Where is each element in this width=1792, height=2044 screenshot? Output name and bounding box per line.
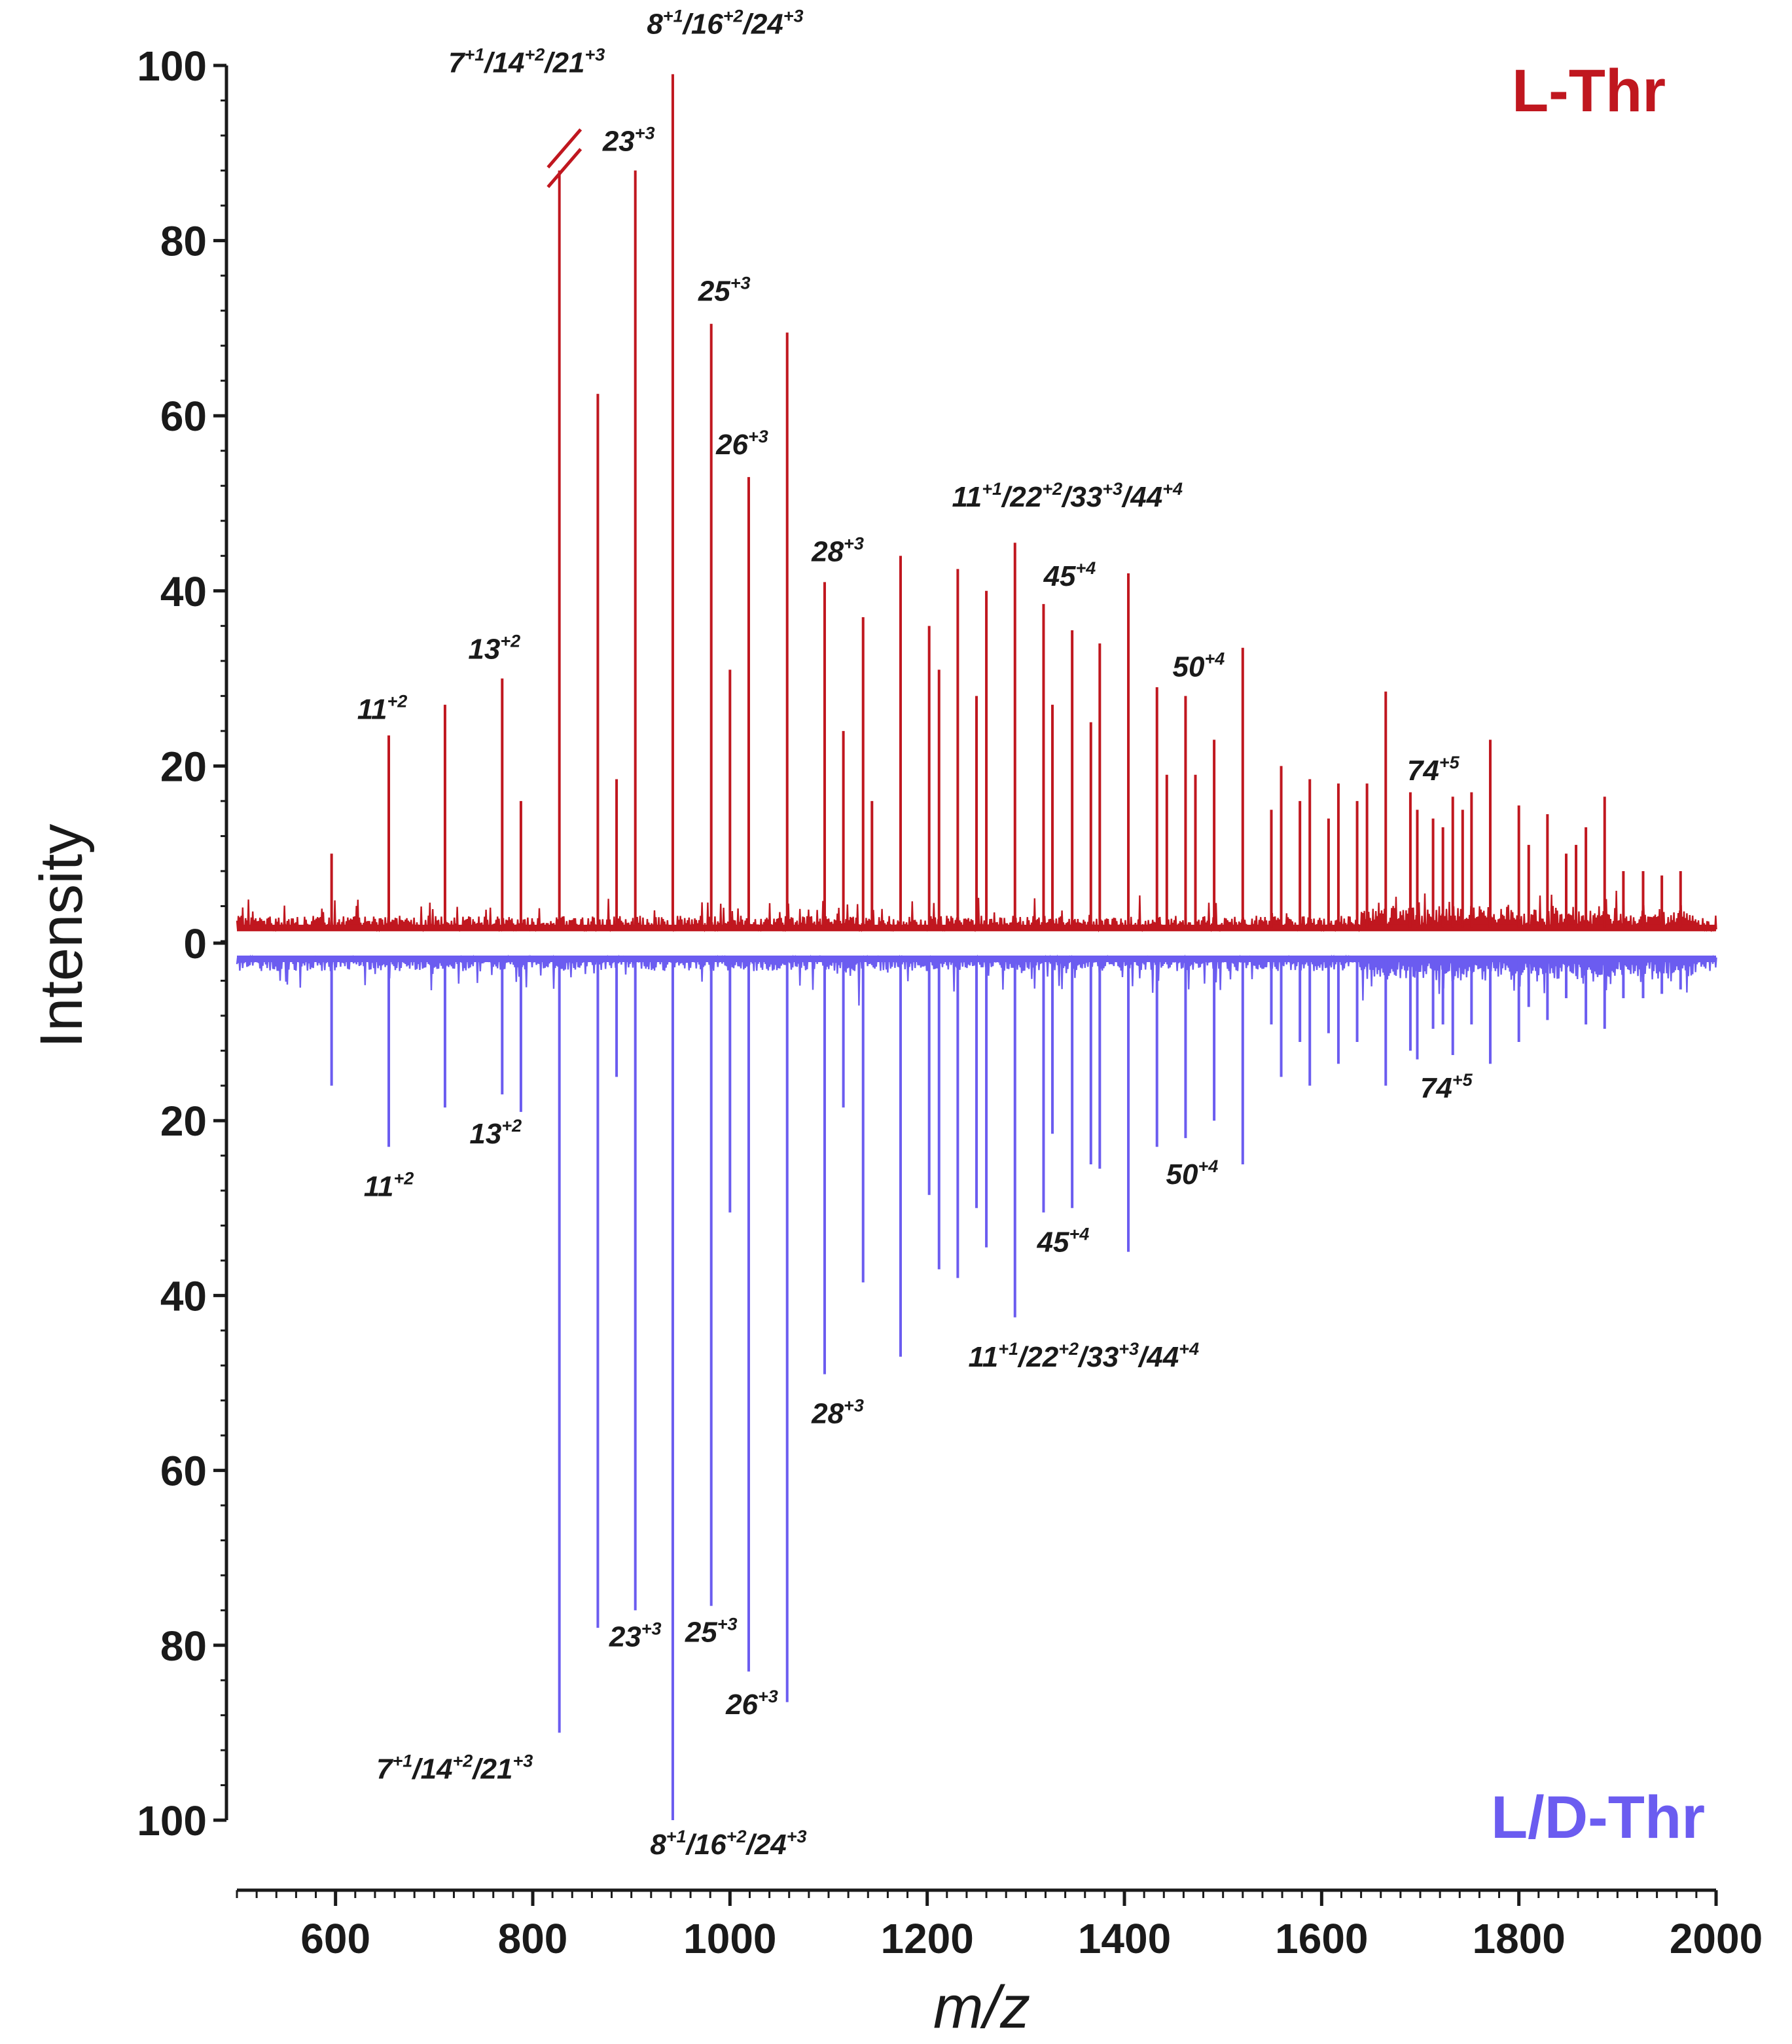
peak-label-l-thr-1318: 45+4​ (1043, 558, 1096, 592)
peak-label-ld-thr-1096: 28+3​ (811, 1396, 864, 1430)
peak-label-ld-thr-769: 13+2​ (469, 1116, 522, 1150)
peak-label-l-thr-904: 23+3​ (602, 124, 655, 158)
y-tick-label-bottom-100: 100 (137, 1797, 207, 1844)
peak-labels-layer: 7+1​/14+2​/21+3​ 8+1​/16+2​/24+3​ 23+3​ 25+… (357, 6, 1473, 1861)
peak-label-ld-thr-904: 23+3​ (609, 1619, 662, 1653)
series-label-l-thr: L-Thr (1512, 58, 1666, 124)
x-tick-label-800: 800 (498, 1915, 568, 1962)
x-tick-label-1400: 1400 (1078, 1915, 1171, 1962)
peak-label-ld-thr-942: 8+1​/16+2​/24+3​ (650, 1827, 806, 1861)
x-tick-label-2000: 2000 (1670, 1915, 1763, 1962)
x-axis-title: m/z (933, 1974, 1030, 2041)
series-label-ld-thr: L/D-Thr (1491, 1784, 1705, 1851)
peak-label-ld-thr-1318: 45+4​ (1037, 1224, 1090, 1258)
y-tick-label-bottom-80: 80 (160, 1623, 207, 1670)
axis-break-mark-1 (547, 128, 582, 169)
peak-label-ld-thr-1019: 26+3​ (725, 1687, 778, 1721)
peak-label-ld-thr-654: 11+2​ (364, 1168, 414, 1202)
peak-label-ld-thr-1462: 50+4​ (1166, 1156, 1219, 1191)
x-tick-label-1200: 1200 (880, 1915, 973, 1962)
peak-label-l-thr-1289: 11+1​/22+2​/33+3​/44+4​ (952, 479, 1183, 513)
peak-label-l-thr-1096: 28+3​ (811, 533, 864, 567)
y-tick-label-bottom-20: 20 (160, 1098, 207, 1145)
peak-label-l-thr-942: 8+1​/16+2​/24+3​ (647, 6, 803, 40)
peak-label-l-thr-827: 7+1​/14+2​/21+3​ (448, 45, 605, 79)
peak-label-l-thr-654: 11+2​ (357, 692, 407, 726)
y-tick-label-bottom-60: 60 (160, 1448, 207, 1495)
y-tick-label-top-60: 60 (160, 393, 207, 440)
peak-label-l-thr-981: 25+3​ (698, 274, 751, 308)
peak-label-l-thr-769: 13+2​ (468, 632, 520, 666)
x-tick-label-1000: 1000 (683, 1915, 776, 1962)
y-tick-label-bottom-40: 40 (160, 1272, 207, 1319)
peaks-layer (330, 74, 1682, 1820)
y-tick-label-top-40: 40 (160, 568, 207, 615)
peak-label-ld-thr-981: 25+3​ (685, 1615, 738, 1649)
x-tick-label-600: 600 (300, 1915, 370, 1962)
y-tick-label-top-20: 20 (160, 743, 207, 790)
axis-break-mark-2 (547, 148, 582, 188)
peak-label-l-thr-1733: 74+5​ (1407, 753, 1460, 787)
y-tick-label-top-80: 80 (160, 218, 207, 265)
y-tick-label-top-100: 100 (137, 43, 207, 90)
x-tick-label-1800: 1800 (1472, 1915, 1565, 1962)
y-tick-label-top-0: 0 (183, 920, 207, 967)
peak-label-ld-thr-827: 7+1​/14+2​/21+3​ (376, 1751, 533, 1785)
x-tick-label-1600: 1600 (1275, 1915, 1368, 1962)
y-axis-title: Intensity (28, 824, 95, 1049)
axes-layer: 0 20 20 40 40 60 60 80 80 100 100 600 800 1000 1200 140… (137, 43, 1763, 1962)
peak-label-l-thr-1019: 26+3​ (715, 427, 768, 461)
peak-label-ld-thr-1289: 11+1​/22+2​/33+3​/44+4​ (969, 1339, 1199, 1373)
peak-label-ld-thr-1733: 74+5​ (1420, 1070, 1473, 1104)
peak-label-l-thr-1462: 50+4​ (1173, 649, 1225, 683)
